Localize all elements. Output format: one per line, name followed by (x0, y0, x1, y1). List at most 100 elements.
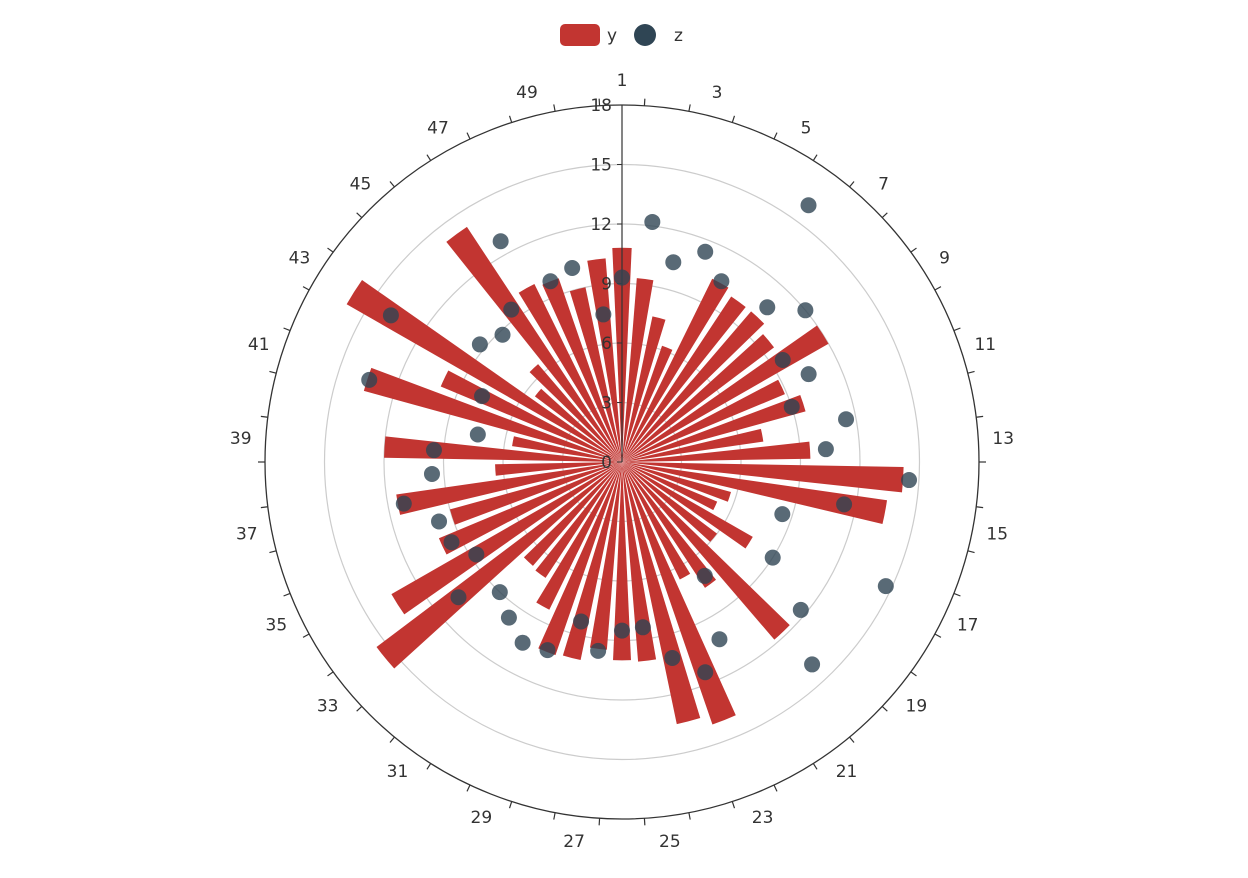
bar-32 (523, 462, 622, 566)
angle-tick (466, 784, 471, 792)
angle-label-29: 29 (471, 808, 493, 828)
bar-12 (622, 428, 764, 462)
angle-tick (976, 415, 984, 418)
angle-tick (773, 132, 778, 140)
angle-label-21: 21 (836, 762, 858, 782)
point-5 (713, 273, 730, 290)
series-z-points (361, 197, 918, 681)
angle-tick (812, 763, 818, 770)
angle-tick (934, 633, 942, 638)
bar-18 (622, 462, 753, 549)
radial-tick-label-9: 9 (601, 275, 612, 295)
point-37 (395, 495, 412, 512)
angle-tick (389, 181, 395, 188)
point-50 (595, 306, 612, 323)
point-17 (877, 578, 894, 595)
bar-46 (446, 226, 622, 462)
bar-37 (396, 462, 622, 515)
bar-17 (622, 462, 718, 511)
point-10 (800, 366, 817, 383)
point-22 (711, 631, 728, 648)
angle-label-33: 33 (317, 697, 339, 717)
angle-label-41: 41 (248, 335, 270, 355)
angle-tick (553, 812, 556, 820)
angle-tick (849, 736, 855, 743)
point-2 (644, 213, 661, 230)
point-39 (425, 442, 442, 459)
angle-tick (302, 633, 310, 638)
point-7 (759, 299, 776, 316)
bar-4 (622, 345, 673, 462)
bar-30 (536, 462, 622, 610)
bar-20 (622, 462, 790, 640)
angle-label-3: 3 (712, 83, 723, 103)
bar-47 (518, 284, 622, 462)
bar-16 (622, 462, 731, 502)
point-31 (500, 609, 517, 626)
angle-tick (466, 132, 471, 140)
angle-label-5: 5 (801, 118, 812, 138)
angle-tick (260, 415, 268, 418)
legend-label-y[interactable]: y (607, 26, 617, 46)
bar-33 (376, 462, 622, 669)
bar-6 (622, 296, 746, 462)
bar-45 (529, 364, 622, 462)
angle-label-17: 17 (957, 616, 979, 636)
bar-14 (622, 462, 904, 493)
angle-tick (283, 327, 291, 332)
point-41 (361, 371, 378, 388)
angle-tick (426, 763, 432, 770)
angle-tick (812, 154, 818, 161)
angle-label-31: 31 (387, 762, 409, 782)
angle-label-43: 43 (289, 248, 311, 268)
bar-7 (622, 311, 765, 462)
angle-tick (976, 506, 984, 509)
bar-3 (622, 316, 666, 462)
bar-13 (622, 441, 811, 462)
angle-label-7: 7 (878, 175, 889, 195)
point-43 (382, 307, 399, 324)
angle-label-37: 37 (236, 525, 258, 545)
angle-label-23: 23 (752, 808, 774, 828)
point-19 (792, 601, 809, 618)
legend-swatch-y[interactable] (560, 24, 600, 46)
bar-49 (569, 287, 622, 462)
bar-43 (346, 280, 622, 462)
bar-8 (622, 334, 775, 462)
angle-label-11: 11 (974, 335, 996, 355)
angle-label-45: 45 (350, 175, 372, 195)
point-40 (469, 426, 486, 443)
point-26 (614, 622, 630, 639)
point-11 (783, 398, 800, 415)
point-42 (474, 388, 491, 405)
angle-tick (953, 327, 961, 332)
radial-tick-label-0: 0 (601, 453, 612, 473)
angle-tick (967, 550, 975, 554)
point-20 (804, 656, 821, 673)
point-9 (774, 351, 791, 368)
legend-swatch-z[interactable] (634, 24, 656, 46)
angle-label-39: 39 (230, 429, 252, 449)
point-27 (590, 642, 607, 659)
angle-label-25: 25 (659, 832, 681, 852)
point-33 (450, 589, 467, 606)
bar-27 (589, 462, 622, 650)
point-29 (539, 642, 556, 659)
angle-label-19: 19 (906, 697, 928, 717)
point-32 (491, 584, 508, 601)
point-15 (836, 496, 853, 513)
point-36 (431, 513, 448, 530)
bar-24 (622, 462, 701, 725)
angle-label-47: 47 (427, 118, 449, 138)
point-49 (564, 259, 581, 276)
point-18 (764, 549, 781, 566)
bar-23 (622, 462, 736, 725)
legend-label-z[interactable]: z (674, 26, 683, 46)
angle-tick (731, 801, 736, 809)
angle-tick (731, 115, 736, 123)
point-21 (696, 567, 713, 584)
angle-tick (773, 784, 778, 792)
